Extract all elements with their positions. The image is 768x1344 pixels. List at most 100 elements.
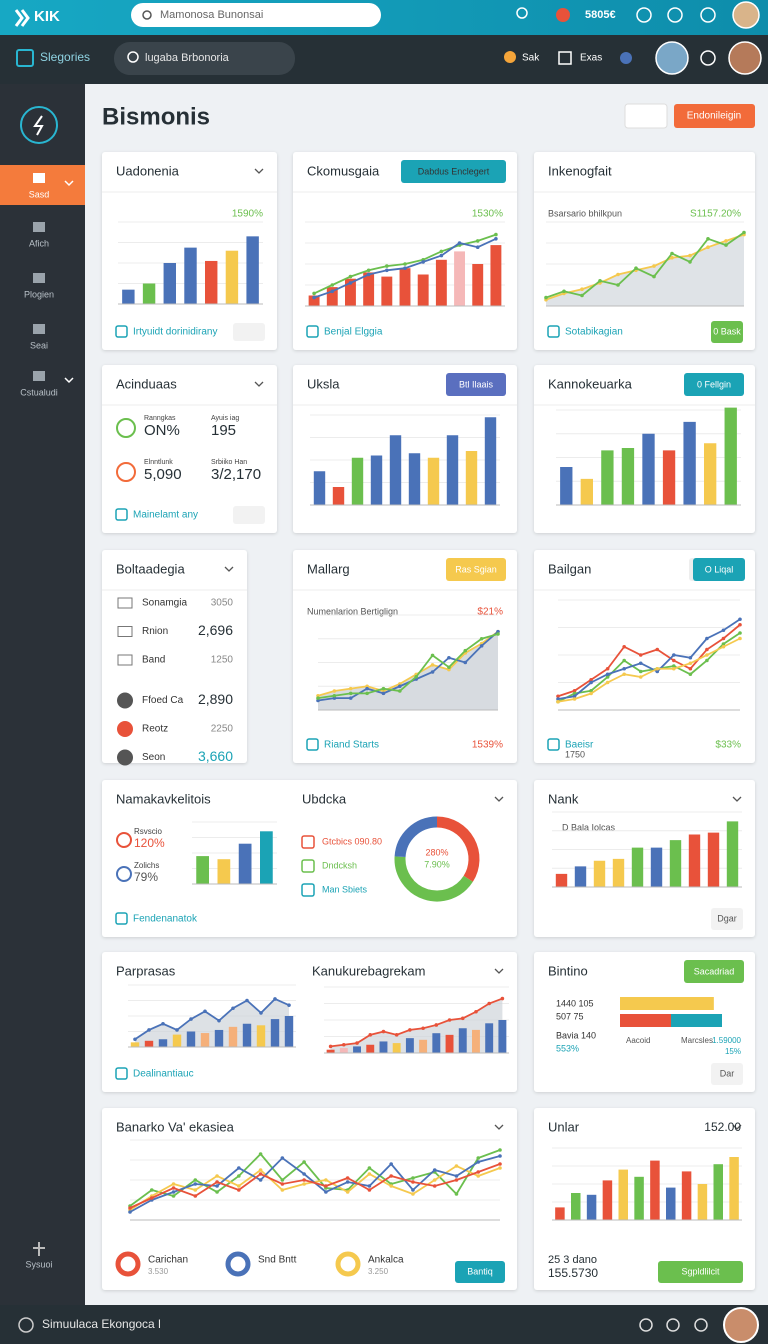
top-icon[interactable] (700, 7, 716, 23)
point (638, 653, 643, 657)
bar (419, 1039, 428, 1053)
settings-icon[interactable] (700, 50, 716, 66)
footer-icon (115, 1067, 128, 1080)
search-box[interactable] (131, 3, 381, 27)
point (432, 1168, 437, 1172)
point (408, 1028, 412, 1032)
point (476, 1156, 481, 1160)
legend-name: Snd Bntt (258, 1255, 297, 1266)
chevron[interactable] (254, 168, 264, 174)
point (638, 661, 643, 666)
avatar[interactable] (728, 41, 762, 75)
card-button[interactable] (446, 558, 506, 581)
action-label[interactable]: Endonileigin (687, 111, 742, 122)
card-footer: Riand Starts (324, 740, 379, 751)
card-button[interactable] (639, 160, 744, 183)
bar (602, 1180, 613, 1220)
action-button[interactable] (674, 104, 755, 128)
point (562, 289, 566, 294)
card-button[interactable] (684, 373, 744, 396)
point (476, 1160, 481, 1164)
row-icon (117, 597, 133, 609)
card-button[interactable] (711, 908, 743, 930)
nav-link[interactable]: Sak (522, 53, 540, 64)
sidebar-item[interactable]: Cstualudi (20, 387, 58, 397)
card-button-label[interactable]: Ras Sgian (455, 564, 497, 574)
icon-button[interactable] (624, 103, 668, 129)
bottom-icon[interactable] (666, 1318, 680, 1332)
card-button[interactable] (455, 1261, 505, 1283)
sidebar-item[interactable]: Afich (29, 238, 49, 248)
chevron[interactable] (254, 381, 264, 387)
card-button-label[interactable]: Dgar (717, 913, 737, 923)
point (193, 1188, 198, 1192)
point (454, 1192, 459, 1196)
stat-label: Ayuis iag (211, 415, 239, 422)
card-button-label[interactable]: Sangeid Frndiegan (653, 166, 729, 176)
bottom-icon[interactable] (639, 1318, 653, 1332)
point (398, 689, 402, 693)
card-button-label[interactable]: 0 Bask (713, 326, 741, 336)
point (655, 647, 660, 652)
sidebar-item[interactable]: Seai (30, 340, 48, 350)
card-button-label[interactable]: Sacadriad (694, 966, 735, 976)
card-button[interactable] (711, 321, 743, 343)
point (439, 249, 444, 254)
card-button-label[interactable]: Sgpldlilcit (681, 1266, 720, 1276)
bar (555, 873, 568, 887)
nav-link[interactable]: Exas (580, 53, 602, 64)
point (237, 1184, 241, 1188)
card-button[interactable] (233, 323, 265, 341)
card-button[interactable] (401, 160, 506, 183)
card-button-label[interactable]: 0 Fellgin (697, 379, 731, 389)
card-button-label[interactable]: Dabdus Enclegert (418, 166, 490, 176)
point (439, 253, 444, 258)
card-button[interactable] (658, 1261, 743, 1283)
card-button[interactable] (684, 960, 744, 983)
point (622, 672, 626, 677)
card-button[interactable] (233, 506, 265, 524)
search-placeholder: Mamonosa Bunonsai (160, 9, 263, 21)
bottom-icon[interactable] (694, 1318, 708, 1332)
card-button-label[interactable]: O Liqal (705, 564, 734, 574)
chevron[interactable] (494, 796, 504, 802)
card-button-label[interactable]: Btl Ilaais (459, 379, 494, 389)
nav-search[interactable] (114, 42, 295, 75)
chevron[interactable] (732, 1124, 742, 1130)
card-button[interactable] (711, 1063, 743, 1085)
point (672, 658, 676, 663)
footer-icon (547, 738, 560, 751)
bar (417, 274, 429, 306)
avatar[interactable] (655, 41, 689, 75)
point (394, 1033, 399, 1037)
point (133, 1037, 137, 1042)
line (545, 231, 745, 299)
point (487, 1001, 491, 1006)
chevron[interactable] (224, 566, 234, 572)
bar (490, 245, 502, 306)
nav-icon (620, 52, 632, 64)
avatar[interactable] (732, 1, 760, 29)
chevron[interactable] (494, 1124, 504, 1130)
top-icon[interactable] (667, 7, 683, 23)
sidebar-footer[interactable]: Sysuoi (25, 1259, 52, 1269)
card-button-label[interactable]: Bantiq (467, 1266, 493, 1276)
card-button[interactable] (446, 373, 506, 396)
point (161, 1021, 165, 1026)
stat-value: 120% (134, 836, 165, 850)
card-value: 152.00 (704, 1120, 741, 1134)
chevron[interactable] (732, 796, 742, 802)
point (721, 644, 726, 649)
sidebar-item[interactable]: Plogien (24, 289, 54, 299)
top-icon[interactable] (636, 7, 652, 23)
sidebar-item[interactable]: Sasd (29, 189, 50, 199)
bar (555, 1207, 565, 1220)
point (381, 1029, 386, 1034)
avatar[interactable] (723, 1307, 759, 1343)
bar (650, 847, 663, 887)
card-button[interactable] (693, 558, 745, 581)
point (149, 1196, 154, 1200)
point (724, 243, 728, 247)
card-button-label[interactable]: Dar (720, 1068, 735, 1078)
chevron[interactable] (494, 968, 504, 974)
